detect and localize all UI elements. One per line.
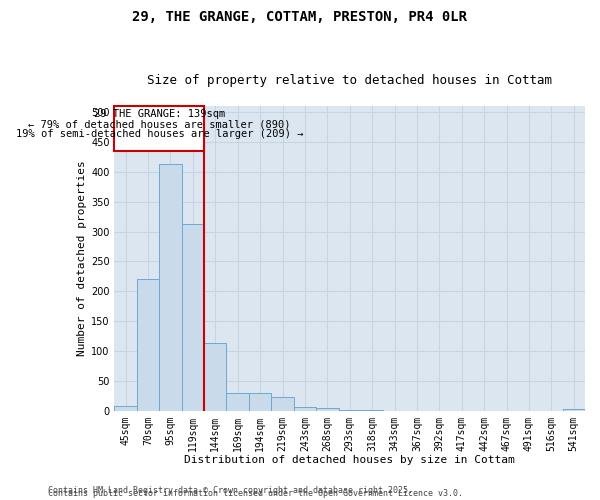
Bar [137, 280, 159, 410]
Bar [115, 406, 137, 410]
X-axis label: Distribution of detached houses by size in Cottam: Distribution of detached houses by size … [184, 455, 515, 465]
Text: 19% of semi-detached houses are larger (209) →: 19% of semi-detached houses are larger (… [16, 129, 303, 139]
FancyBboxPatch shape [115, 106, 204, 151]
Text: Contains public sector information licensed under the Open Government Licence v3: Contains public sector information licen… [48, 490, 463, 498]
Text: ← 79% of detached houses are smaller (890): ← 79% of detached houses are smaller (89… [28, 120, 290, 130]
Bar [182, 224, 204, 410]
Text: 29, THE GRANGE, COTTAM, PRESTON, PR4 0LR: 29, THE GRANGE, COTTAM, PRESTON, PR4 0LR [133, 10, 467, 24]
Bar [563, 409, 585, 410]
Text: Contains HM Land Registry data © Crown copyright and database right 2025.: Contains HM Land Registry data © Crown c… [48, 486, 413, 495]
Y-axis label: Number of detached properties: Number of detached properties [77, 160, 87, 356]
Bar [249, 393, 271, 410]
Bar [159, 164, 182, 410]
Bar [226, 393, 249, 410]
Bar [271, 397, 294, 410]
Bar [294, 406, 316, 410]
Text: 29 THE GRANGE: 139sqm: 29 THE GRANGE: 139sqm [94, 109, 225, 119]
Bar [204, 344, 226, 410]
Title: Size of property relative to detached houses in Cottam: Size of property relative to detached ho… [147, 74, 552, 87]
Bar [316, 408, 338, 410]
